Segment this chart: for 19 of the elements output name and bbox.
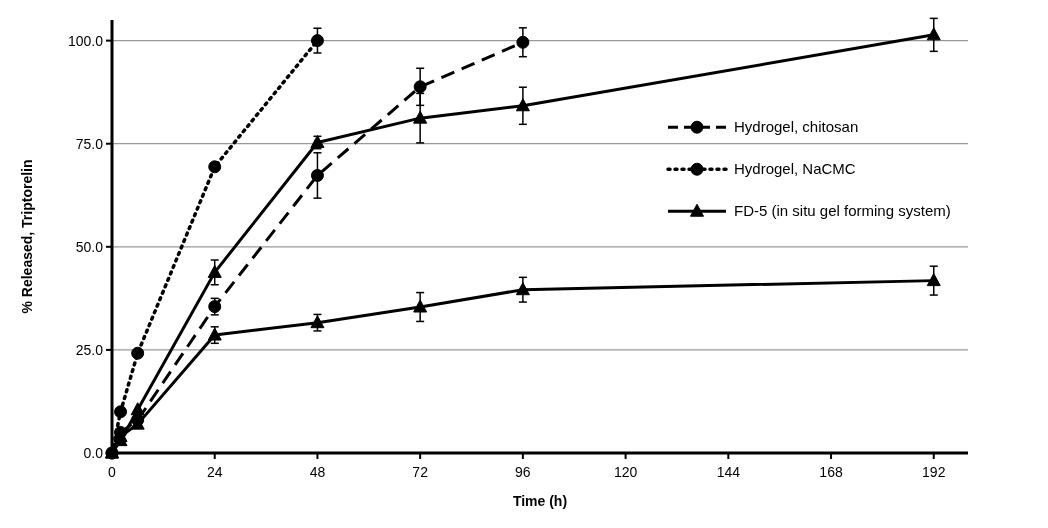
x-tick-label: 144 [716,464,741,480]
x-tick-label: 0 [108,464,117,480]
y-tick-label: 0.0 [83,444,104,461]
y-tick-label: 75.0 [75,135,104,152]
x-axis-title: Time (h) [512,493,568,509]
x-tick-label: 96 [515,464,531,480]
legend-label: Hydrogel, chitosan [734,118,859,136]
x-tick-label: 192 [922,464,946,480]
x-tick-label: 72 [412,464,429,480]
legend-label: Hydrogel, NaCMC [734,160,856,178]
x-tick-label: 168 [819,464,843,480]
legend-label: FD-5 (in situ gel forming system) [734,202,951,220]
x-tick-label: 120 [613,464,638,480]
y-tick-label: 50.0 [75,238,104,255]
y-axis-title: % Released, Triptorelin [19,159,35,314]
x-tick-label: 48 [309,464,326,480]
y-tick-label: 25.0 [75,341,104,358]
x-tick-label: 24 [206,464,223,480]
y-tick-label: 100.0 [67,32,104,49]
